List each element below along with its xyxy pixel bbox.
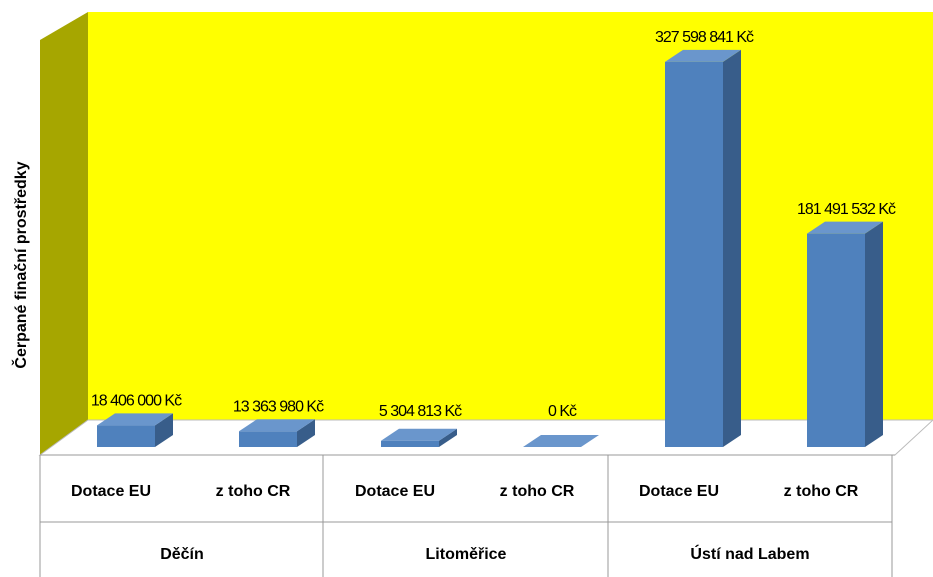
- bar-side: [865, 221, 883, 447]
- x-tick-label: z toho CR: [500, 483, 575, 500]
- bar-front: [239, 431, 297, 447]
- bar-side: [297, 419, 315, 447]
- value-label: 13 363 980 Kč: [233, 399, 324, 416]
- value-label: 181 491 532 Kč: [797, 201, 896, 218]
- y-axis-label: Čerpané finační prostředky: [11, 161, 30, 368]
- group-label: Litoměřice: [426, 546, 507, 563]
- bar-side: [439, 428, 457, 447]
- bar-side: [723, 49, 741, 448]
- bar-top: [523, 435, 599, 447]
- bar-top: [239, 419, 315, 432]
- floor: [38, 419, 933, 456]
- bar: [665, 49, 741, 448]
- x-tick-label: Dotace EU: [355, 483, 435, 500]
- x-tick-label: Dotace EU: [639, 483, 719, 500]
- bar-front: [807, 233, 865, 447]
- side-wall: [40, 12, 88, 455]
- bar-top: [807, 221, 883, 234]
- bar-top: [665, 49, 741, 62]
- bar: [381, 428, 457, 447]
- group-label: Děčín: [160, 546, 204, 563]
- bar-side: [155, 413, 173, 447]
- bar-front: [665, 61, 723, 448]
- x-tick-label: z toho CR: [216, 483, 291, 500]
- bar-top: [381, 428, 457, 441]
- bar: [239, 419, 315, 447]
- x-tick-label: Dotace EU: [71, 483, 151, 500]
- bar-front: [97, 425, 155, 447]
- bar: [97, 413, 173, 447]
- group-label: Ústí nad Labem: [690, 544, 809, 563]
- category-table: [39, 454, 895, 577]
- bar-front: [381, 440, 439, 447]
- bar: [523, 435, 599, 447]
- value-label: 18 406 000 Kč: [91, 393, 182, 410]
- bar: [807, 221, 883, 447]
- value-label: 327 598 841 Kč: [655, 29, 754, 46]
- x-tick-label: z toho CR: [784, 483, 859, 500]
- value-label: 0 Kč: [548, 403, 577, 420]
- value-label: 5 304 813 Kč: [379, 403, 462, 420]
- bar-top: [97, 413, 173, 426]
